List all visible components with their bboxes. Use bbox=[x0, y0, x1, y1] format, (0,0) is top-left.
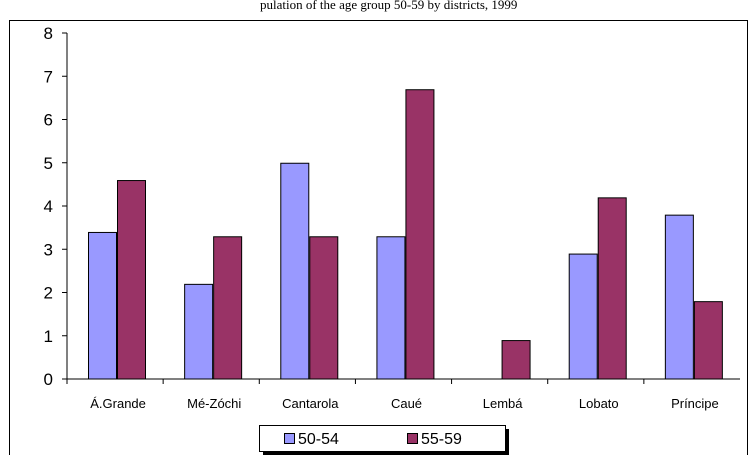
y-tick-label: 3 bbox=[44, 240, 53, 259]
caption-fragment: pulation of the age group 50-59 by distr… bbox=[260, 0, 517, 12]
bar-55-59-Príncipe bbox=[693, 301, 723, 380]
bar-50-54-Á.Grande bbox=[88, 231, 117, 380]
y-tick-label: 8 bbox=[44, 24, 53, 43]
legend-swatch-55-59 bbox=[407, 433, 418, 444]
y-tick-label: 0 bbox=[44, 370, 53, 389]
bar-50-54-Lobato bbox=[568, 253, 598, 380]
bar-55-59-Á.Grande bbox=[117, 180, 146, 380]
y-tick-label: 7 bbox=[44, 67, 53, 86]
x-axis-labels: Á.Grande Mé-Zóchi Cantarola Caué Lembá Lobato… bbox=[66, 379, 719, 411]
x-tick-label: Lembá bbox=[483, 396, 524, 411]
x-tick-label: Mé-Zóchi bbox=[187, 396, 241, 411]
x-tick-label: Príncipe bbox=[671, 396, 719, 411]
bar-55-59-Lembá bbox=[501, 340, 531, 380]
y-axis-ticks: 0 1 2 3 4 5 6 7 8 bbox=[44, 24, 67, 389]
bar-50-54-Caué bbox=[376, 236, 406, 380]
y-tick-label: 6 bbox=[44, 111, 53, 130]
bar-55-59-Cantarola bbox=[309, 236, 339, 380]
x-tick-label: Caué bbox=[391, 396, 422, 411]
x-tick-label: Cantarola bbox=[282, 396, 339, 411]
y-tick-label: 1 bbox=[44, 327, 53, 346]
bar-55-59-Mé-Zóchi bbox=[213, 236, 243, 380]
legend: 50-54 55-59 bbox=[259, 425, 509, 455]
bar-55-59-Caué bbox=[405, 89, 435, 380]
legend-label-50-54: 50-54 bbox=[298, 431, 339, 448]
bar-50-54-Príncipe bbox=[664, 214, 694, 380]
y-tick-label: 5 bbox=[44, 154, 53, 173]
bar-55-59-Lobato bbox=[597, 197, 627, 380]
y-tick-label: 4 bbox=[44, 197, 53, 216]
bar-50-54-Mé-Zóchi bbox=[184, 283, 214, 380]
y-tick-label: 2 bbox=[44, 284, 53, 303]
legend-swatch-50-54 bbox=[284, 433, 295, 444]
x-tick-label: Lobato bbox=[579, 396, 619, 411]
bar-50-54-Cantarola bbox=[280, 162, 310, 380]
legend-box bbox=[259, 425, 506, 452]
x-tick-label: Á.Grande bbox=[90, 396, 146, 411]
legend-label-55-59: 55-59 bbox=[421, 431, 462, 448]
bars bbox=[88, 89, 723, 380]
